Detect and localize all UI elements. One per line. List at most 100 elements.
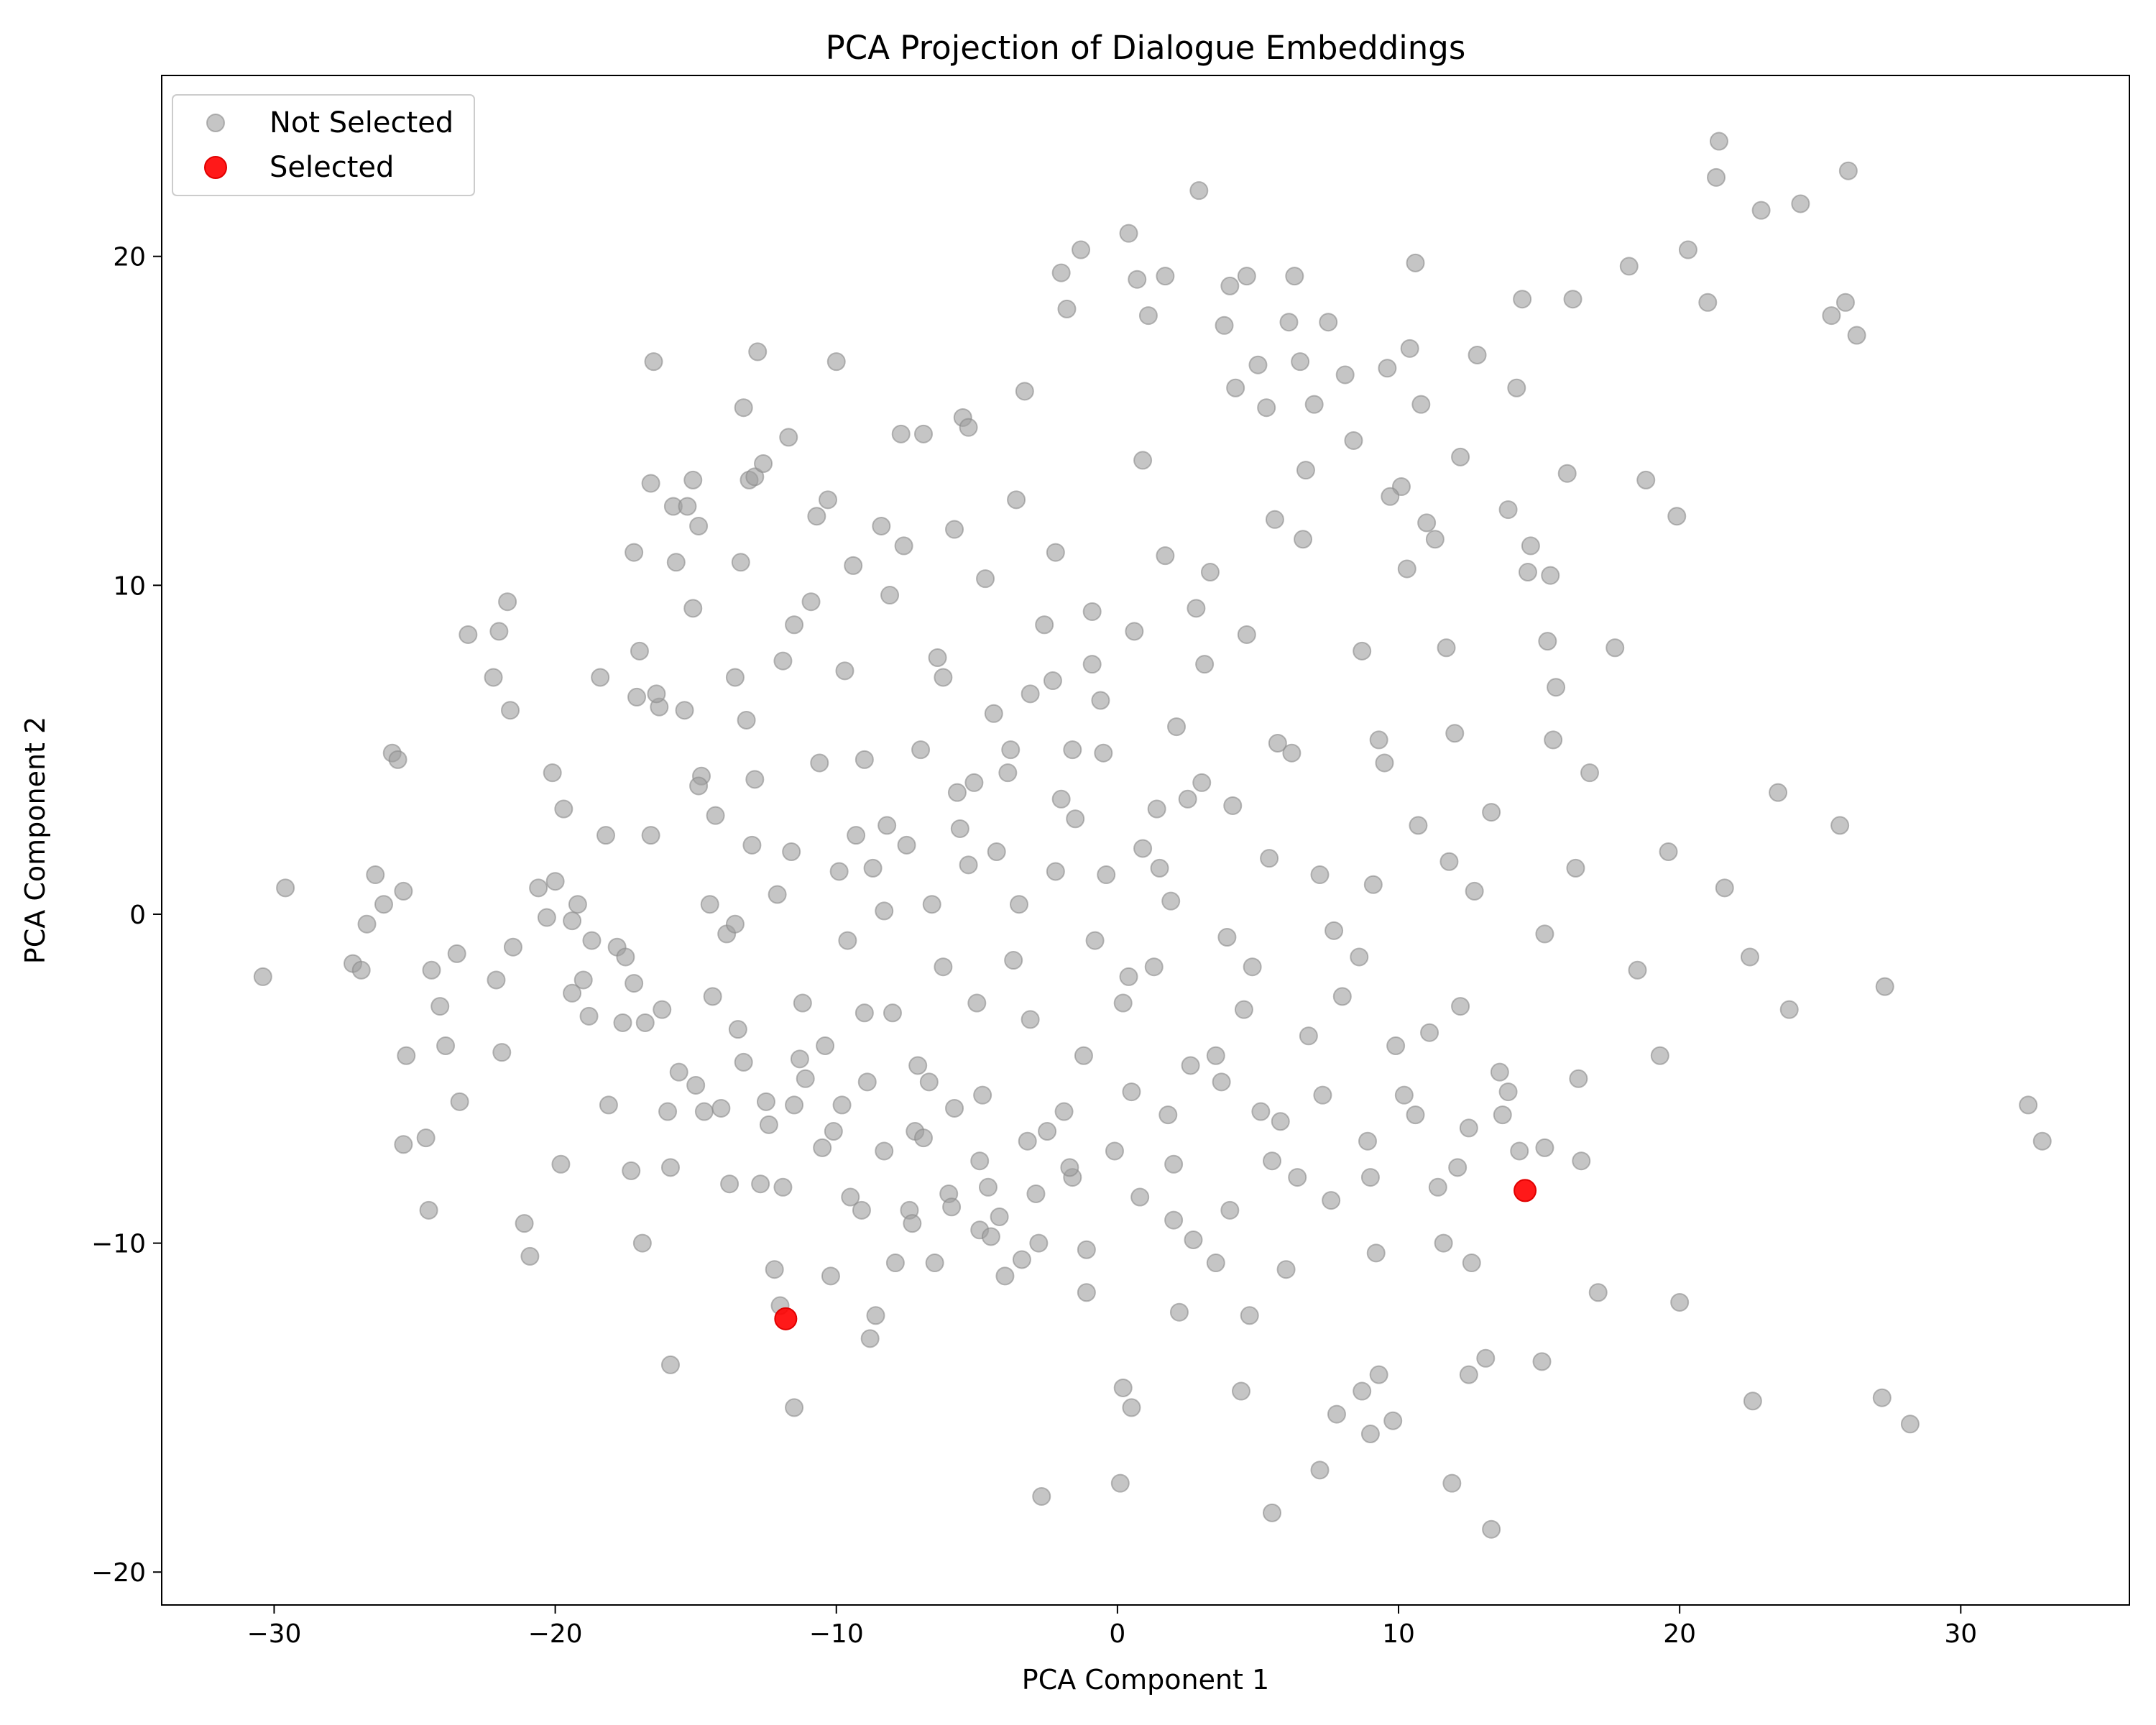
data-point-not-selected <box>579 1006 599 1026</box>
data-point-not-selected <box>1667 507 1687 526</box>
data-point-not-selected <box>1580 763 1600 783</box>
x-tick-label: −20 <box>528 1619 583 1649</box>
data-point-not-selected <box>591 668 610 687</box>
data-point-not-selected <box>1544 730 1563 750</box>
data-point-not-selected <box>913 424 933 443</box>
data-point-not-selected <box>1122 1082 1141 1102</box>
data-point-not-selected <box>1434 1233 1453 1253</box>
data-point-not-selected <box>1566 858 1585 878</box>
data-point-not-selected <box>1344 431 1363 450</box>
data-point-not-selected <box>1872 1388 1892 1407</box>
data-point-not-selected <box>1521 536 1540 556</box>
data-point-not-selected <box>1094 743 1113 763</box>
data-point-not-selected <box>1490 1062 1509 1082</box>
data-point-not-selected <box>959 855 978 875</box>
data-point-not-selected <box>841 1187 860 1207</box>
data-point-not-selected <box>734 1052 753 1072</box>
data-point-not-selected <box>1409 816 1428 835</box>
data-point-not-selected <box>683 470 703 489</box>
data-point-not-selected <box>745 467 765 487</box>
data-point-not-selected <box>689 516 709 535</box>
data-point-not-selected <box>1184 1230 1203 1250</box>
data-point-not-selected <box>599 1095 618 1115</box>
data-point-not-selected <box>430 997 450 1016</box>
data-point-selected <box>1514 1179 1537 1202</box>
data-point-not-selected <box>568 895 587 914</box>
data-point-not-selected <box>436 1036 456 1056</box>
chart-title: PCA Projection of Dialogue Embeddings <box>826 29 1466 67</box>
y-axis-label: PCA Component 2 <box>19 717 51 964</box>
data-point-not-selected <box>1397 559 1416 579</box>
data-point-not-selected <box>653 1000 672 1019</box>
data-point-not-selected <box>829 862 849 881</box>
data-point-not-selected <box>863 858 883 878</box>
data-point-not-selected <box>998 763 1018 783</box>
data-point-not-selected <box>1476 1348 1496 1368</box>
data-point-not-selected <box>854 750 874 769</box>
data-point-not-selected <box>1459 1365 1478 1384</box>
data-point-not-selected <box>1588 1283 1608 1302</box>
data-point-not-selected <box>913 1128 933 1148</box>
data-point-not-selected <box>1200 563 1220 582</box>
data-point-not-selected <box>1482 803 1501 822</box>
data-point-not-selected <box>947 783 967 802</box>
data-point-not-selected <box>1043 671 1062 691</box>
data-point-not-selected <box>459 625 478 644</box>
data-point-not-selected <box>1835 293 1855 312</box>
data-point-not-selected <box>885 1254 905 1273</box>
data-point-not-selected <box>1012 1250 1031 1269</box>
data-point-not-selected <box>976 569 995 589</box>
data-point-not-selected <box>1066 809 1085 829</box>
data-point-not-selected <box>711 1098 731 1118</box>
x-axis-label: PCA Component 1 <box>1022 1664 1269 1696</box>
data-point-not-selected <box>1243 957 1262 977</box>
data-point-not-selected <box>866 1306 885 1325</box>
data-point-not-selected <box>773 651 793 671</box>
data-point-not-selected <box>2032 1131 2052 1151</box>
data-point-not-selected <box>1072 240 1091 259</box>
data-point-not-selected <box>1038 1122 1057 1141</box>
data-point-not-selected <box>1468 345 1487 364</box>
data-point-not-selected <box>1406 1105 1425 1125</box>
data-point-not-selected <box>1462 1254 1481 1273</box>
data-point-not-selected <box>1451 447 1470 466</box>
data-point-not-selected <box>928 648 947 668</box>
y-axis-ticks: −20 −10 0 10 20 <box>91 243 162 1588</box>
data-point-not-selected <box>1144 957 1164 977</box>
data-point-not-selected <box>1445 724 1465 743</box>
legend-marker-not-selected <box>206 114 225 132</box>
data-point-not-selected <box>1268 733 1287 753</box>
data-point-not-selected <box>1119 967 1138 986</box>
data-point-not-selected <box>1260 849 1279 868</box>
data-point-not-selected <box>1319 313 1338 332</box>
data-point-not-selected <box>543 763 562 783</box>
data-point-not-selected <box>1670 1292 1690 1312</box>
data-point-not-selected <box>1110 1473 1130 1493</box>
data-point-not-selected <box>1830 816 1850 835</box>
data-point-not-selected <box>1054 1102 1074 1121</box>
data-point-not-selected <box>501 701 520 720</box>
data-point-not-selected <box>1822 306 1841 326</box>
data-point-not-selected <box>967 993 987 1013</box>
data-point-not-selected <box>1169 1302 1189 1322</box>
data-point-not-selected <box>1313 1085 1332 1105</box>
data-point-not-selected <box>422 960 441 980</box>
data-point-not-selected <box>627 687 647 707</box>
x-tick-label: −10 <box>809 1619 864 1649</box>
data-point-not-selected <box>573 970 593 990</box>
data-point-not-selected <box>1178 789 1197 809</box>
data-point-selected <box>774 1307 798 1330</box>
data-point-not-selected <box>635 1013 655 1032</box>
data-point-not-selected <box>995 1266 1015 1286</box>
data-point-not-selected <box>1113 993 1133 1013</box>
data-point-not-selected <box>515 1214 534 1233</box>
data-point-not-selected <box>768 885 787 904</box>
data-point-not-selected <box>880 586 900 605</box>
data-point-not-selected <box>1325 921 1344 940</box>
data-point-not-selected <box>950 819 969 838</box>
data-point-not-selected <box>1091 691 1110 710</box>
data-point-not-selected <box>911 740 931 760</box>
data-point-not-selected <box>487 970 506 990</box>
data-point-not-selected <box>1240 1306 1259 1325</box>
